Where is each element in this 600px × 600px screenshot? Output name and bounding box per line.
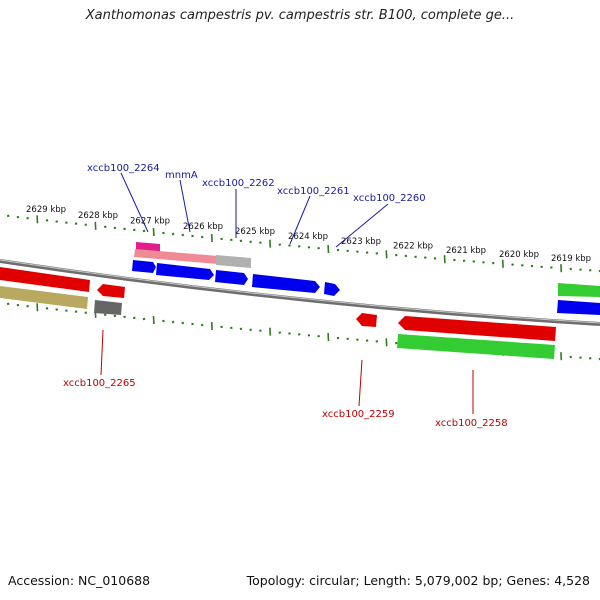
kbp-label: 2623 kbp bbox=[341, 237, 381, 247]
map-title: Xanthomonas campestris pv. campestris st… bbox=[85, 8, 515, 23]
gene-feature[interactable] bbox=[0, 267, 90, 292]
gene-feature[interactable] bbox=[252, 274, 320, 293]
gene-labels-bottom: xccb100_2265 xccb100_2259 xccb100_2258 bbox=[63, 378, 508, 429]
gene-labels-top: xccb100_2264 mnmA xccb100_2262 xccb100_2… bbox=[87, 163, 426, 204]
gene-label[interactable]: xccb100_2259 bbox=[322, 409, 395, 420]
kbp-label: 2627 kbp bbox=[130, 216, 170, 226]
gene-feature[interactable] bbox=[0, 286, 88, 309]
reverse-strand-genes bbox=[0, 267, 556, 359]
gene-feature[interactable] bbox=[97, 284, 125, 298]
gene-feature[interactable] bbox=[558, 283, 600, 297]
kbp-label: 2625 kbp bbox=[235, 227, 275, 237]
scale-ruler-top bbox=[6, 214, 600, 273]
gene-label[interactable]: xccb100_2265 bbox=[63, 378, 136, 389]
gene-label-leaders bbox=[100, 172, 474, 414]
gene-label[interactable]: mnmA bbox=[165, 170, 198, 181]
accession-text: Accession: NC_010688 bbox=[8, 573, 151, 588]
kbp-label: 2624 kbp bbox=[288, 232, 328, 242]
gene-label[interactable]: xccb100_2258 bbox=[435, 418, 508, 429]
gene-feature[interactable] bbox=[216, 255, 251, 268]
gene-label[interactable]: xccb100_2261 bbox=[277, 186, 350, 197]
kbp-label: 2619 kbp bbox=[551, 254, 591, 264]
gene-feature[interactable] bbox=[132, 260, 156, 273]
gene-feature[interactable] bbox=[356, 313, 377, 327]
genome-backbone bbox=[0, 259, 600, 326]
gene-feature[interactable] bbox=[94, 300, 122, 315]
gene-label[interactable]: xccb100_2260 bbox=[353, 193, 426, 204]
genome-summary-text: Topology: circular; Length: 5,079,002 bp… bbox=[246, 573, 590, 588]
kbp-label: 2620 kbp bbox=[499, 250, 539, 260]
kbp-label: 2626 kbp bbox=[183, 222, 223, 232]
forward-strand-genes bbox=[132, 242, 600, 315]
gene-label[interactable]: xccb100_2264 bbox=[87, 163, 160, 174]
gene-feature[interactable] bbox=[557, 300, 600, 315]
gene-feature[interactable] bbox=[215, 270, 248, 285]
gene-feature[interactable] bbox=[136, 242, 160, 252]
kbp-label: 2628 kbp bbox=[78, 211, 118, 221]
genome-backbone-highlight bbox=[0, 259, 600, 324]
gene-feature[interactable] bbox=[324, 282, 340, 296]
gene-label[interactable]: xccb100_2262 bbox=[202, 178, 275, 189]
kbp-label: 2622 kbp bbox=[393, 241, 433, 251]
kbp-label: 2621 kbp bbox=[446, 246, 486, 256]
gene-feature[interactable] bbox=[397, 334, 555, 359]
kbp-scale-labels: 2629 kbp 2628 kbp 2627 kbp 2626 kbp 2625 kbp… bbox=[26, 205, 591, 264]
gene-feature[interactable] bbox=[134, 249, 218, 264]
gene-feature[interactable] bbox=[156, 263, 214, 280]
kbp-label: 2629 kbp bbox=[26, 205, 66, 215]
gene-feature[interactable] bbox=[398, 316, 556, 341]
